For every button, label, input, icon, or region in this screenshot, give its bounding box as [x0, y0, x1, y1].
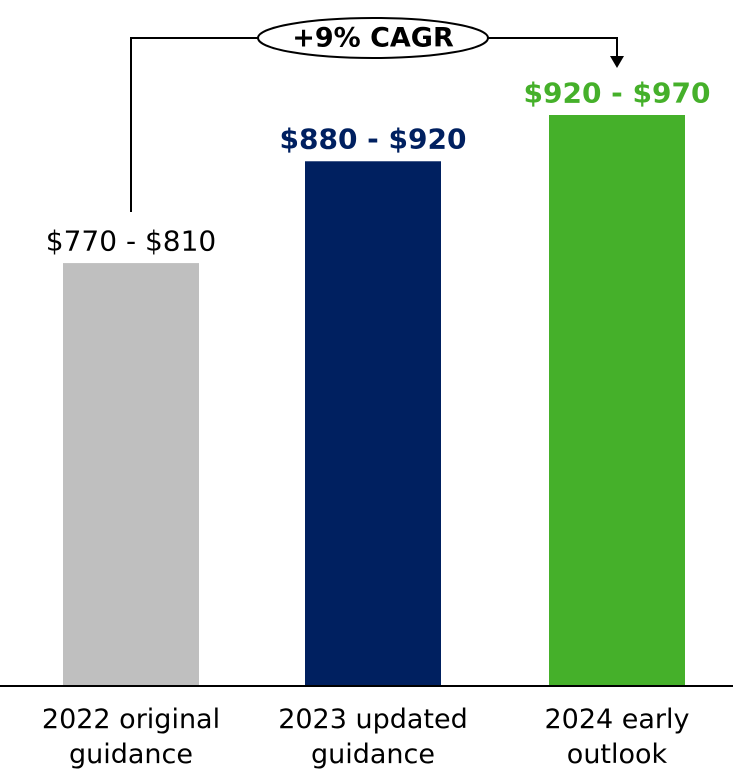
x-tick-label: 2022 original guidance	[41, 704, 221, 770]
value-label: $880 - $920	[279, 122, 467, 156]
value-label: $920 - $970	[523, 76, 711, 110]
annotation-bubble	[257, 17, 489, 59]
bar	[549, 115, 685, 686]
bar	[305, 161, 441, 686]
annotation: +9% CAGR	[292, 23, 454, 54]
x-tick-label: 2024 early outlook	[544, 704, 690, 770]
value-label: $770 - $810	[45, 224, 217, 258]
arrow-head	[610, 56, 624, 68]
bar	[63, 263, 199, 686]
x-tick-label: 2023 updated guidance	[278, 704, 468, 770]
